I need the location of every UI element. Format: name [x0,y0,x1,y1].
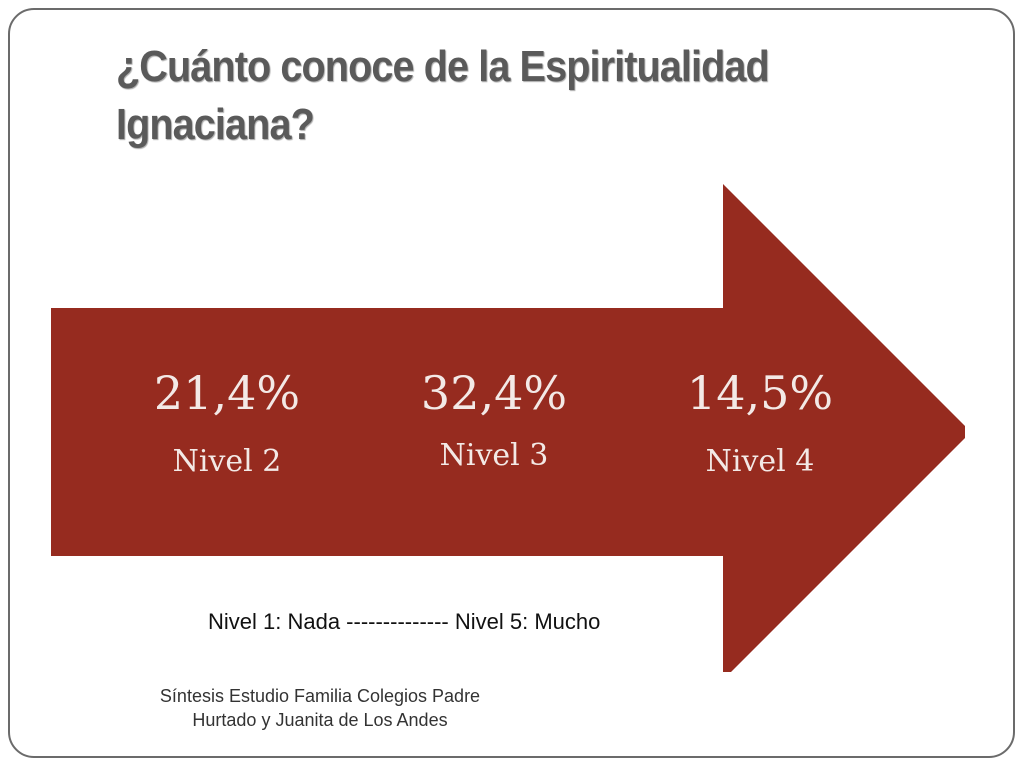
stat-nivel-3: 32,4% Nivel 3 [384,366,604,476]
arrow-shape [51,184,965,672]
stat-nivel-2: 21,4% Nivel 2 [117,366,337,482]
source-note: Síntesis Estudio Familia Colegios Padre … [159,686,481,730]
stat-label: Nivel 4 [705,444,815,479]
stat-value: 32,4% [420,366,568,420]
arrow-polygon [51,184,965,672]
stat-label: Nivel 2 [172,444,282,479]
stat-value: 14,5% [686,366,834,420]
stat-label: Nivel 3 [439,438,549,473]
stat-value: 21,4% [153,366,301,420]
scale-legend: Nivel 1: Nada -------------- Nivel 5: Mu… [208,609,601,634]
stat-nivel-4: 14,5% Nivel 4 [650,366,870,482]
slide-title: ¿Cuánto conoce de la Espiritualidad Igna… [116,42,770,149]
